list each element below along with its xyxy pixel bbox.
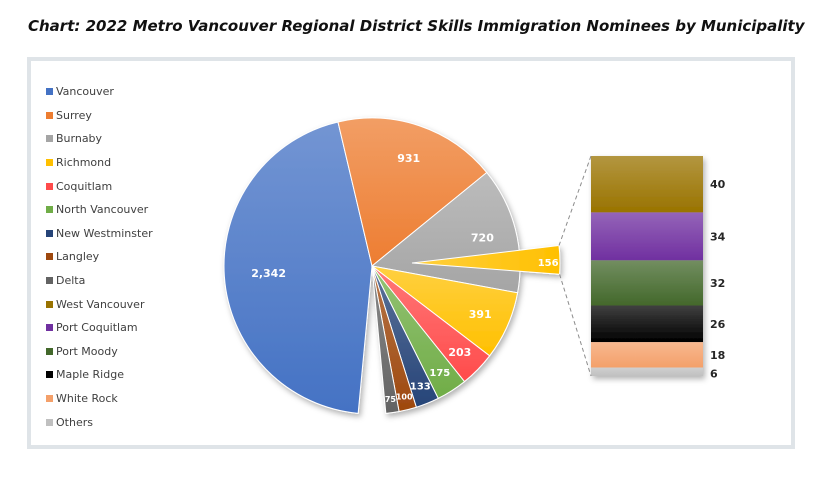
legend-label: White Rock: [56, 392, 118, 406]
pie-label-burnaby: 720: [471, 232, 494, 245]
legend-label: Port Moody: [56, 344, 118, 358]
connector-line-bottom: [559, 274, 592, 377]
legend-label: Richmond: [56, 156, 112, 170]
legend-item-surrey: Surrey: [46, 104, 153, 128]
pie-label-langley: 100: [396, 392, 413, 401]
legend: Vancouver Surrey Burnaby Richmond Coquitlam N…: [46, 80, 153, 434]
bar-label-port-coquitlam: 34: [710, 230, 726, 243]
connector-line-top: [558, 155, 592, 246]
legend-label: Port Coquitlam: [56, 321, 138, 335]
legend-swatch: [46, 277, 53, 285]
pie-label-north-vancouver: 175: [429, 368, 450, 379]
legend-swatch: [46, 206, 53, 214]
pie-label-other: 156: [538, 258, 559, 269]
bar-segment-port-coquitlam: [591, 212, 703, 261]
legend-swatch: [46, 300, 53, 308]
pie-label-richmond: 391: [469, 308, 492, 321]
legend-label: West Vancouver: [56, 297, 145, 311]
legend-swatch: [46, 371, 53, 379]
legend-item-west-vancouver: West Vancouver: [46, 292, 153, 316]
legend-item-north-vancouver: North Vancouver: [46, 198, 153, 222]
bar-segment-others: [591, 367, 703, 376]
legend-swatch: [46, 418, 53, 426]
pie-label-vancouver: 2,342: [251, 267, 286, 280]
bar-segment-white-rock: [591, 342, 703, 368]
legend-item-new-westminster: New Westminster: [46, 222, 153, 246]
legend-item-vancouver: Vancouver: [46, 80, 153, 104]
bar-label-maple-ridge: 26: [710, 318, 726, 331]
legend-item-richmond: Richmond: [46, 151, 153, 175]
legend-item-delta: Delta: [46, 269, 153, 293]
legend-swatch: [46, 324, 53, 332]
legend-item-maple-ridge: Maple Ridge: [46, 363, 153, 387]
legend-swatch: [46, 182, 53, 190]
pie-slice-surrey: [337, 117, 488, 267]
legend-label: New Westminster: [56, 226, 153, 240]
legend-item-port-coquitlam: Port Coquitlam: [46, 316, 153, 340]
legend-label: North Vancouver: [56, 203, 149, 217]
chart-title: Chart: 2022 Metro Vancouver Regional Dis…: [28, 17, 805, 35]
legend-swatch: [46, 229, 53, 237]
bar-label-west-vancouver: 40: [710, 178, 726, 191]
legend-item-langley: Langley: [46, 245, 153, 269]
legend-label: Coquitlam: [56, 179, 113, 193]
legend-label: Langley: [56, 250, 100, 264]
bar-segment-west-vancouver: [591, 156, 703, 213]
legend-swatch: [46, 135, 53, 143]
legend-item-coquitlam: Coquitlam: [46, 174, 153, 198]
bar-label-port-moody: 32: [710, 277, 725, 290]
legend-swatch: [46, 253, 53, 261]
legend-item-white-rock: White Rock: [46, 387, 153, 411]
pie-label-surrey: 931: [397, 152, 420, 165]
legend-label: Vancouver: [56, 85, 114, 99]
legend-swatch: [46, 111, 53, 119]
legend-item-others: Others: [46, 410, 153, 434]
legend-swatch: [46, 347, 53, 355]
pie-label-delta: 75: [385, 395, 397, 404]
bar-segment-port-moody: [591, 260, 703, 306]
pie-slice-other: [411, 244, 561, 275]
legend-label: Maple Ridge: [56, 368, 124, 382]
legend-swatch: [46, 88, 53, 96]
legend-swatch: [46, 159, 53, 167]
legend-label: Surrey: [56, 108, 92, 122]
bar-segment-maple-ridge: [591, 305, 703, 343]
legend-label: Others: [56, 415, 93, 429]
legend-swatch: [46, 395, 53, 403]
legend-item-port-moody: Port Moody: [46, 340, 153, 364]
pie-slice-delta: [371, 265, 400, 414]
pie-slice-vancouver: [223, 121, 373, 414]
legend-label: Delta: [56, 274, 86, 288]
bar-label-others: 6: [710, 368, 718, 381]
pie-label-new-westminster: 133: [410, 381, 431, 392]
bar-label-white-rock: 18: [710, 349, 725, 362]
legend-item-burnaby: Burnaby: [46, 127, 153, 151]
pie-label-coquitlam: 203: [448, 346, 471, 359]
legend-label: Burnaby: [56, 132, 103, 146]
